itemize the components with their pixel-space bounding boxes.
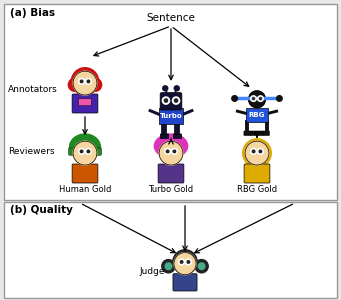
FancyBboxPatch shape — [160, 93, 182, 110]
Circle shape — [86, 148, 91, 154]
Circle shape — [79, 148, 85, 154]
Circle shape — [232, 96, 237, 101]
Circle shape — [73, 141, 97, 165]
Text: Turbo Gold: Turbo Gold — [148, 185, 194, 194]
Circle shape — [159, 141, 183, 165]
Circle shape — [163, 86, 168, 91]
FancyBboxPatch shape — [244, 164, 270, 183]
Text: Reviewers: Reviewers — [8, 148, 55, 157]
Circle shape — [162, 97, 169, 104]
Circle shape — [252, 150, 255, 153]
Circle shape — [80, 150, 83, 153]
FancyBboxPatch shape — [173, 134, 181, 139]
Circle shape — [86, 78, 91, 84]
Circle shape — [186, 259, 191, 265]
Circle shape — [198, 263, 205, 269]
Text: (a) Bias: (a) Bias — [10, 8, 55, 18]
FancyBboxPatch shape — [158, 164, 184, 183]
FancyBboxPatch shape — [250, 131, 257, 136]
FancyBboxPatch shape — [78, 99, 91, 106]
Circle shape — [87, 80, 90, 83]
Ellipse shape — [70, 134, 101, 160]
Circle shape — [79, 78, 85, 84]
Circle shape — [249, 91, 265, 108]
FancyBboxPatch shape — [246, 108, 268, 122]
Circle shape — [251, 148, 256, 154]
Circle shape — [172, 148, 177, 154]
FancyBboxPatch shape — [173, 274, 197, 291]
Circle shape — [195, 260, 208, 273]
Circle shape — [165, 263, 172, 269]
Circle shape — [73, 71, 97, 95]
Circle shape — [259, 150, 262, 153]
Circle shape — [173, 250, 197, 274]
Circle shape — [71, 68, 99, 95]
Text: (b) Quality: (b) Quality — [10, 205, 73, 215]
Circle shape — [258, 96, 263, 101]
Circle shape — [174, 99, 178, 102]
Text: RBG: RBG — [249, 112, 265, 118]
Circle shape — [68, 78, 81, 91]
Circle shape — [257, 148, 263, 154]
Circle shape — [87, 150, 90, 153]
FancyBboxPatch shape — [72, 94, 98, 113]
Text: Turbo: Turbo — [160, 113, 182, 119]
Circle shape — [277, 96, 282, 101]
Circle shape — [260, 98, 262, 100]
Circle shape — [245, 141, 269, 165]
Circle shape — [174, 86, 179, 91]
Circle shape — [164, 99, 167, 102]
FancyBboxPatch shape — [160, 134, 168, 139]
Ellipse shape — [154, 134, 188, 158]
Circle shape — [89, 78, 102, 91]
Circle shape — [174, 253, 196, 275]
Circle shape — [173, 97, 180, 104]
Circle shape — [80, 80, 83, 83]
Circle shape — [251, 96, 256, 101]
Circle shape — [252, 98, 255, 100]
FancyBboxPatch shape — [244, 131, 251, 136]
Circle shape — [173, 150, 176, 153]
FancyBboxPatch shape — [159, 109, 183, 124]
Circle shape — [180, 261, 183, 263]
Circle shape — [165, 148, 170, 154]
FancyBboxPatch shape — [4, 202, 337, 298]
Circle shape — [243, 139, 271, 167]
FancyBboxPatch shape — [72, 164, 98, 183]
FancyBboxPatch shape — [69, 148, 102, 155]
Text: Sentence: Sentence — [147, 13, 195, 23]
FancyBboxPatch shape — [256, 131, 263, 136]
Text: Human Gold: Human Gold — [59, 185, 111, 194]
Circle shape — [166, 150, 169, 153]
Bar — [174, 124, 179, 134]
Bar — [161, 124, 166, 134]
Circle shape — [187, 261, 190, 263]
Circle shape — [162, 260, 175, 273]
Text: RBG Gold: RBG Gold — [237, 185, 277, 194]
Text: Annotators: Annotators — [8, 85, 58, 94]
Circle shape — [179, 259, 184, 265]
FancyBboxPatch shape — [263, 131, 269, 136]
FancyBboxPatch shape — [4, 4, 337, 200]
Text: Judge: Judge — [139, 268, 165, 277]
